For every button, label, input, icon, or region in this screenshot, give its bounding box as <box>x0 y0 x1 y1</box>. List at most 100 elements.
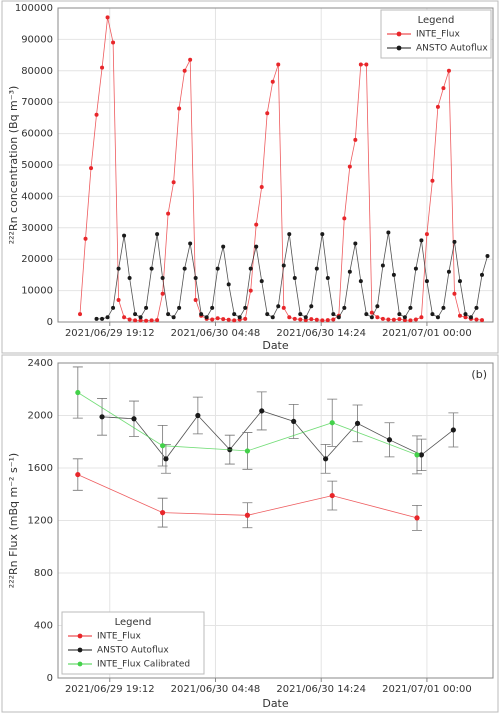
data-point <box>122 315 127 320</box>
data-point <box>369 315 374 320</box>
data-point <box>215 316 220 321</box>
data-point <box>237 315 242 320</box>
data-point <box>259 184 264 189</box>
data-point <box>314 266 319 271</box>
data-point <box>75 471 81 478</box>
data-point <box>354 420 361 426</box>
data-point <box>78 312 83 317</box>
data-point <box>329 420 335 426</box>
x-axis-label: Date <box>262 697 289 710</box>
data-point <box>414 452 420 458</box>
legend-marker <box>77 633 83 639</box>
data-point <box>418 452 425 458</box>
data-point <box>419 315 424 320</box>
data-point <box>144 318 149 323</box>
data-point <box>193 298 198 303</box>
data-point <box>160 443 166 449</box>
data-point <box>149 266 154 271</box>
data-point <box>226 317 231 322</box>
data-point <box>435 315 440 320</box>
data-point <box>380 316 385 321</box>
data-point <box>182 68 187 73</box>
data-point <box>83 236 88 241</box>
x-tick-label: 2021/06/29 19:12 <box>65 328 155 339</box>
y-tick-label: 20000 <box>21 254 53 265</box>
data-point <box>131 416 137 422</box>
x-tick-label: 2021/06/30 14:24 <box>276 328 366 339</box>
data-point <box>204 315 209 320</box>
data-point <box>474 305 479 310</box>
data-point <box>195 412 201 419</box>
data-point <box>287 315 292 320</box>
data-point <box>375 304 380 309</box>
data-point <box>331 312 336 317</box>
data-point <box>413 266 418 271</box>
y-tick-label: 1600 <box>28 463 53 474</box>
data-point <box>402 315 407 320</box>
data-point <box>414 515 420 521</box>
data-point <box>221 244 226 249</box>
data-point <box>408 305 413 310</box>
data-point <box>138 315 143 320</box>
x-tick-label: 2021/07/01 00:00 <box>382 328 472 339</box>
x-tick-label: 2021/06/30 04:48 <box>171 684 261 695</box>
y-axis-label: ²²²Rn Flux (mBq m⁻² s⁻¹) <box>7 453 20 588</box>
y-tick-label: 80000 <box>21 66 53 77</box>
data-point <box>413 317 418 322</box>
data-point <box>419 238 424 243</box>
data-point <box>182 266 187 271</box>
data-point <box>210 317 215 322</box>
data-point <box>309 304 314 309</box>
data-point <box>254 222 259 227</box>
legend-marker <box>77 647 83 653</box>
data-point <box>391 317 396 322</box>
data-point <box>342 216 347 221</box>
data-point <box>281 305 286 310</box>
y-tick-label: 2000 <box>28 411 53 422</box>
data-point <box>127 276 132 281</box>
data-point <box>75 389 81 396</box>
data-point <box>160 276 165 281</box>
data-point <box>105 15 110 20</box>
data-point <box>446 68 451 73</box>
legend-marker <box>396 45 402 51</box>
data-point <box>221 317 226 322</box>
data-point <box>111 40 116 45</box>
data-point <box>364 312 369 317</box>
data-point <box>291 418 297 425</box>
data-point <box>133 312 138 317</box>
y-tick-label: 0 <box>47 317 53 328</box>
data-point <box>463 315 468 320</box>
data-point <box>276 62 281 67</box>
data-point <box>171 315 176 320</box>
data-point <box>358 279 363 284</box>
data-point <box>468 315 473 320</box>
data-point <box>358 62 363 67</box>
data-point <box>463 312 468 317</box>
data-point <box>386 317 391 322</box>
data-point <box>353 137 358 142</box>
data-point <box>122 233 127 238</box>
data-point <box>452 291 457 296</box>
data-point <box>452 239 457 244</box>
x-tick-label: 2021/06/29 19:12 <box>65 684 155 695</box>
data-point <box>243 305 248 310</box>
x-tick-label: 2021/06/30 04:48 <box>171 328 261 339</box>
data-point <box>397 317 402 322</box>
data-point <box>325 318 330 323</box>
data-point <box>292 316 297 321</box>
data-point <box>353 241 358 246</box>
y-tick-label: 60000 <box>21 129 53 140</box>
data-point <box>450 427 456 433</box>
plot-area <box>57 362 494 679</box>
data-point <box>100 65 105 70</box>
data-point <box>149 318 154 323</box>
data-point <box>303 315 308 320</box>
data-point <box>160 510 166 516</box>
y-tick-label: 90000 <box>21 34 53 45</box>
data-point <box>232 318 237 323</box>
data-point <box>94 316 99 321</box>
data-point <box>369 310 374 315</box>
y-tick-label: 1200 <box>28 516 53 527</box>
legend-label: INTE_Flux <box>97 632 141 642</box>
